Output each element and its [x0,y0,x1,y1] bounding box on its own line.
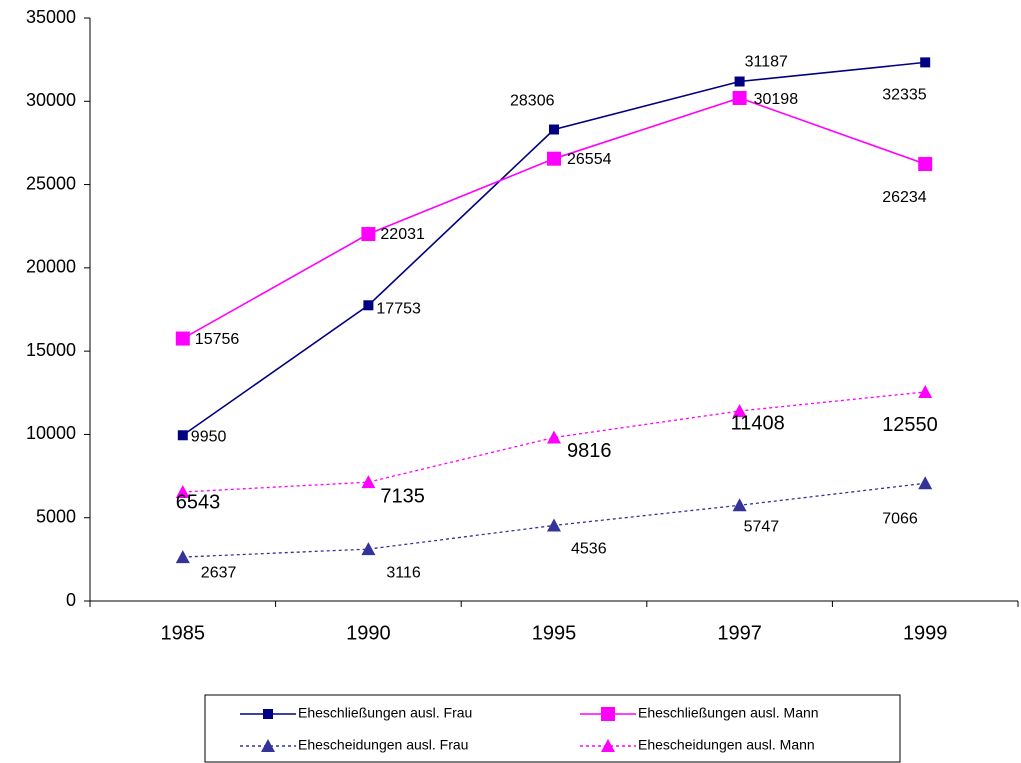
data-point [363,300,374,311]
x-tick-label: 1985 [161,622,206,644]
data-point [734,76,745,87]
data-label: 31187 [745,54,788,71]
data-label: 7135 [380,485,425,507]
data-label: 22031 [380,226,425,243]
data-point [175,485,190,499]
y-tick-label: 30000 [26,90,76,110]
data-label: 2637 [201,564,237,581]
legend-label: Eheschließungen ausl. Mann [638,705,819,721]
data-point [918,384,933,398]
data-point [732,403,747,417]
legend-marker [601,707,615,721]
series-line [182,391,926,493]
y-tick-label: 35000 [26,7,76,27]
y-tick-label: 0 [66,590,76,610]
data-point [175,331,190,346]
data-point [361,227,376,242]
data-label: 3116 [386,564,421,581]
legend-box [204,694,901,763]
x-tick-label: 1990 [346,622,391,644]
data-label: 9950 [191,428,227,445]
y-tick-label: 15000 [26,340,76,360]
data-point [177,430,188,441]
data-point [547,430,561,444]
legend-label: Ehescheidungen ausl. Frau [298,737,468,753]
data-label: 9816 [567,440,612,462]
x-tick-label: 1997 [717,622,762,644]
data-point [918,476,933,490]
data-point [175,550,190,564]
data-point [361,475,376,489]
data-label: 4536 [571,541,607,558]
y-tick-label: 20000 [26,257,76,277]
data-label: 17753 [376,301,421,318]
y-tick-label: 5000 [36,506,76,526]
data-point [920,57,931,68]
y-tick-label: 25000 [26,173,76,193]
data-label: 6543 [176,491,221,513]
data-point [732,90,747,105]
data-label: 15756 [195,331,240,348]
legend-marker [263,709,273,719]
data-point [547,151,561,166]
x-tick-label: 1995 [532,622,577,644]
data-label: 5747 [744,518,780,535]
data-label: 32335 [882,87,927,104]
legend-marker [601,739,615,752]
series-line [182,61,926,436]
data-point [549,124,559,135]
legend-label: Ehescheidungen ausl. Mann [638,737,815,753]
x-tick-label: 1999 [903,622,948,644]
legend-marker [261,739,275,752]
data-label: 28306 [510,93,555,110]
data-label: 26554 [567,151,612,168]
data-point [918,157,933,172]
data-point [732,498,747,512]
legend-label: Eheschließungen ausl. Frau [298,705,472,721]
data-label: 30198 [754,91,799,108]
data-label: 11408 [731,412,785,434]
data-label: 26234 [882,189,927,206]
y-tick-label: 10000 [26,423,76,443]
data-label: 7066 [882,511,918,528]
data-point [547,518,561,532]
data-label: 12550 [882,414,938,436]
data-point [361,542,376,556]
